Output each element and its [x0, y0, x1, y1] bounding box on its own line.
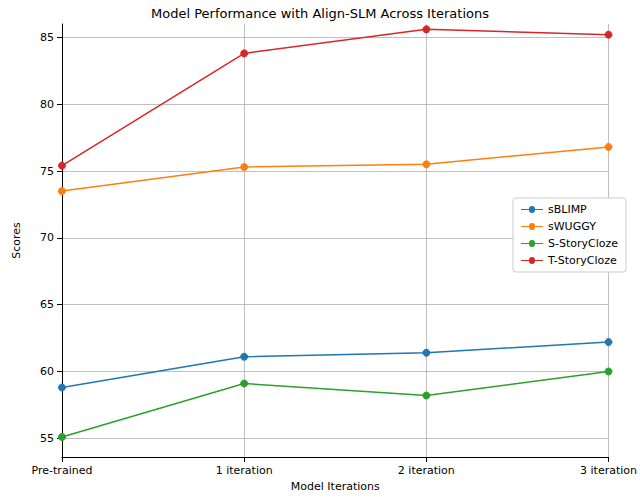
svg-text:70: 70 [40, 231, 54, 244]
svg-text:sBLIMP: sBLIMP [548, 203, 587, 216]
svg-text:80: 80 [40, 98, 54, 111]
svg-text:65: 65 [40, 298, 54, 311]
svg-text:1 iteration: 1 iteration [216, 464, 273, 477]
svg-text:2 iteration: 2 iteration [398, 464, 455, 477]
svg-text:3 iteration: 3 iteration [580, 464, 637, 477]
svg-text:55: 55 [40, 432, 54, 445]
svg-text:S-StoryCloze: S-StoryCloze [548, 237, 618, 250]
svg-text:Pre-trained: Pre-trained [32, 464, 93, 477]
svg-text:Model Iterations: Model Iterations [291, 480, 380, 493]
svg-text:Scores: Scores [10, 222, 23, 259]
svg-text:60: 60 [40, 365, 54, 378]
svg-text:75: 75 [40, 165, 54, 178]
svg-text:T-StoryCloze: T-StoryCloze [547, 254, 617, 267]
svg-text:85: 85 [40, 31, 54, 44]
svg-text:sWUGGY: sWUGGY [548, 220, 596, 233]
svg-text:Model Performance with Align-S: Model Performance with Align-SLM Across … [151, 6, 489, 21]
